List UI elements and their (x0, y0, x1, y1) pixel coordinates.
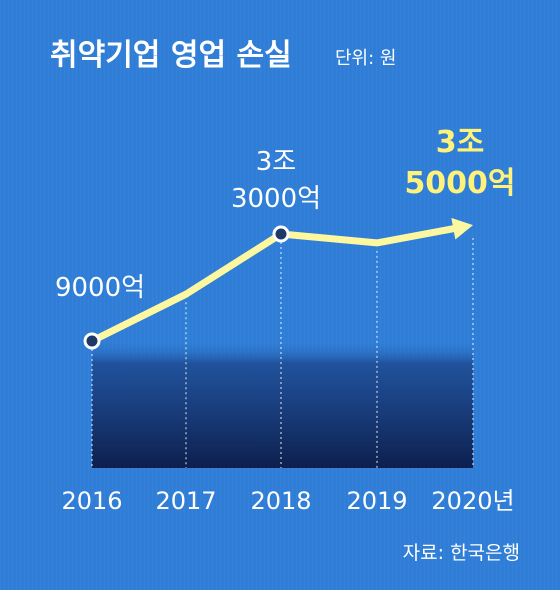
source-note: 자료: 한국은행 (402, 542, 520, 564)
x-tick-2020년: 2020년 (431, 487, 514, 515)
area-band (92, 340, 473, 468)
data-label-2020년-2: 5000억 (404, 166, 515, 201)
grid-lines (91, 238, 474, 468)
x-tick-2018: 2018 (250, 487, 311, 515)
arrowhead (451, 217, 473, 240)
data-labels: 9000억 3조 3000억 3조 5000억 (55, 125, 516, 303)
data-label-2018-2: 3000억 (231, 184, 321, 214)
x-tick-2016: 2016 (61, 487, 122, 515)
data-label-2016-1: 9000억 (55, 273, 145, 303)
data-label-2020년-1: 3조 (436, 125, 484, 160)
series-line-path (88, 225, 457, 345)
x-tick-2019: 2019 (346, 487, 407, 515)
data-points (83, 225, 290, 350)
chart-title: 취약기업 영업 손실 (50, 38, 292, 73)
x-axis-ticks: 2016 2017 2018 2019 2020년 (61, 487, 514, 515)
data-point-2016 (83, 332, 101, 350)
data-label-2018-1: 3조 (256, 147, 296, 177)
data-point-2018 (272, 225, 290, 243)
x-tick-2017: 2017 (155, 487, 216, 515)
unit-note: 단위: 원 (335, 48, 397, 69)
